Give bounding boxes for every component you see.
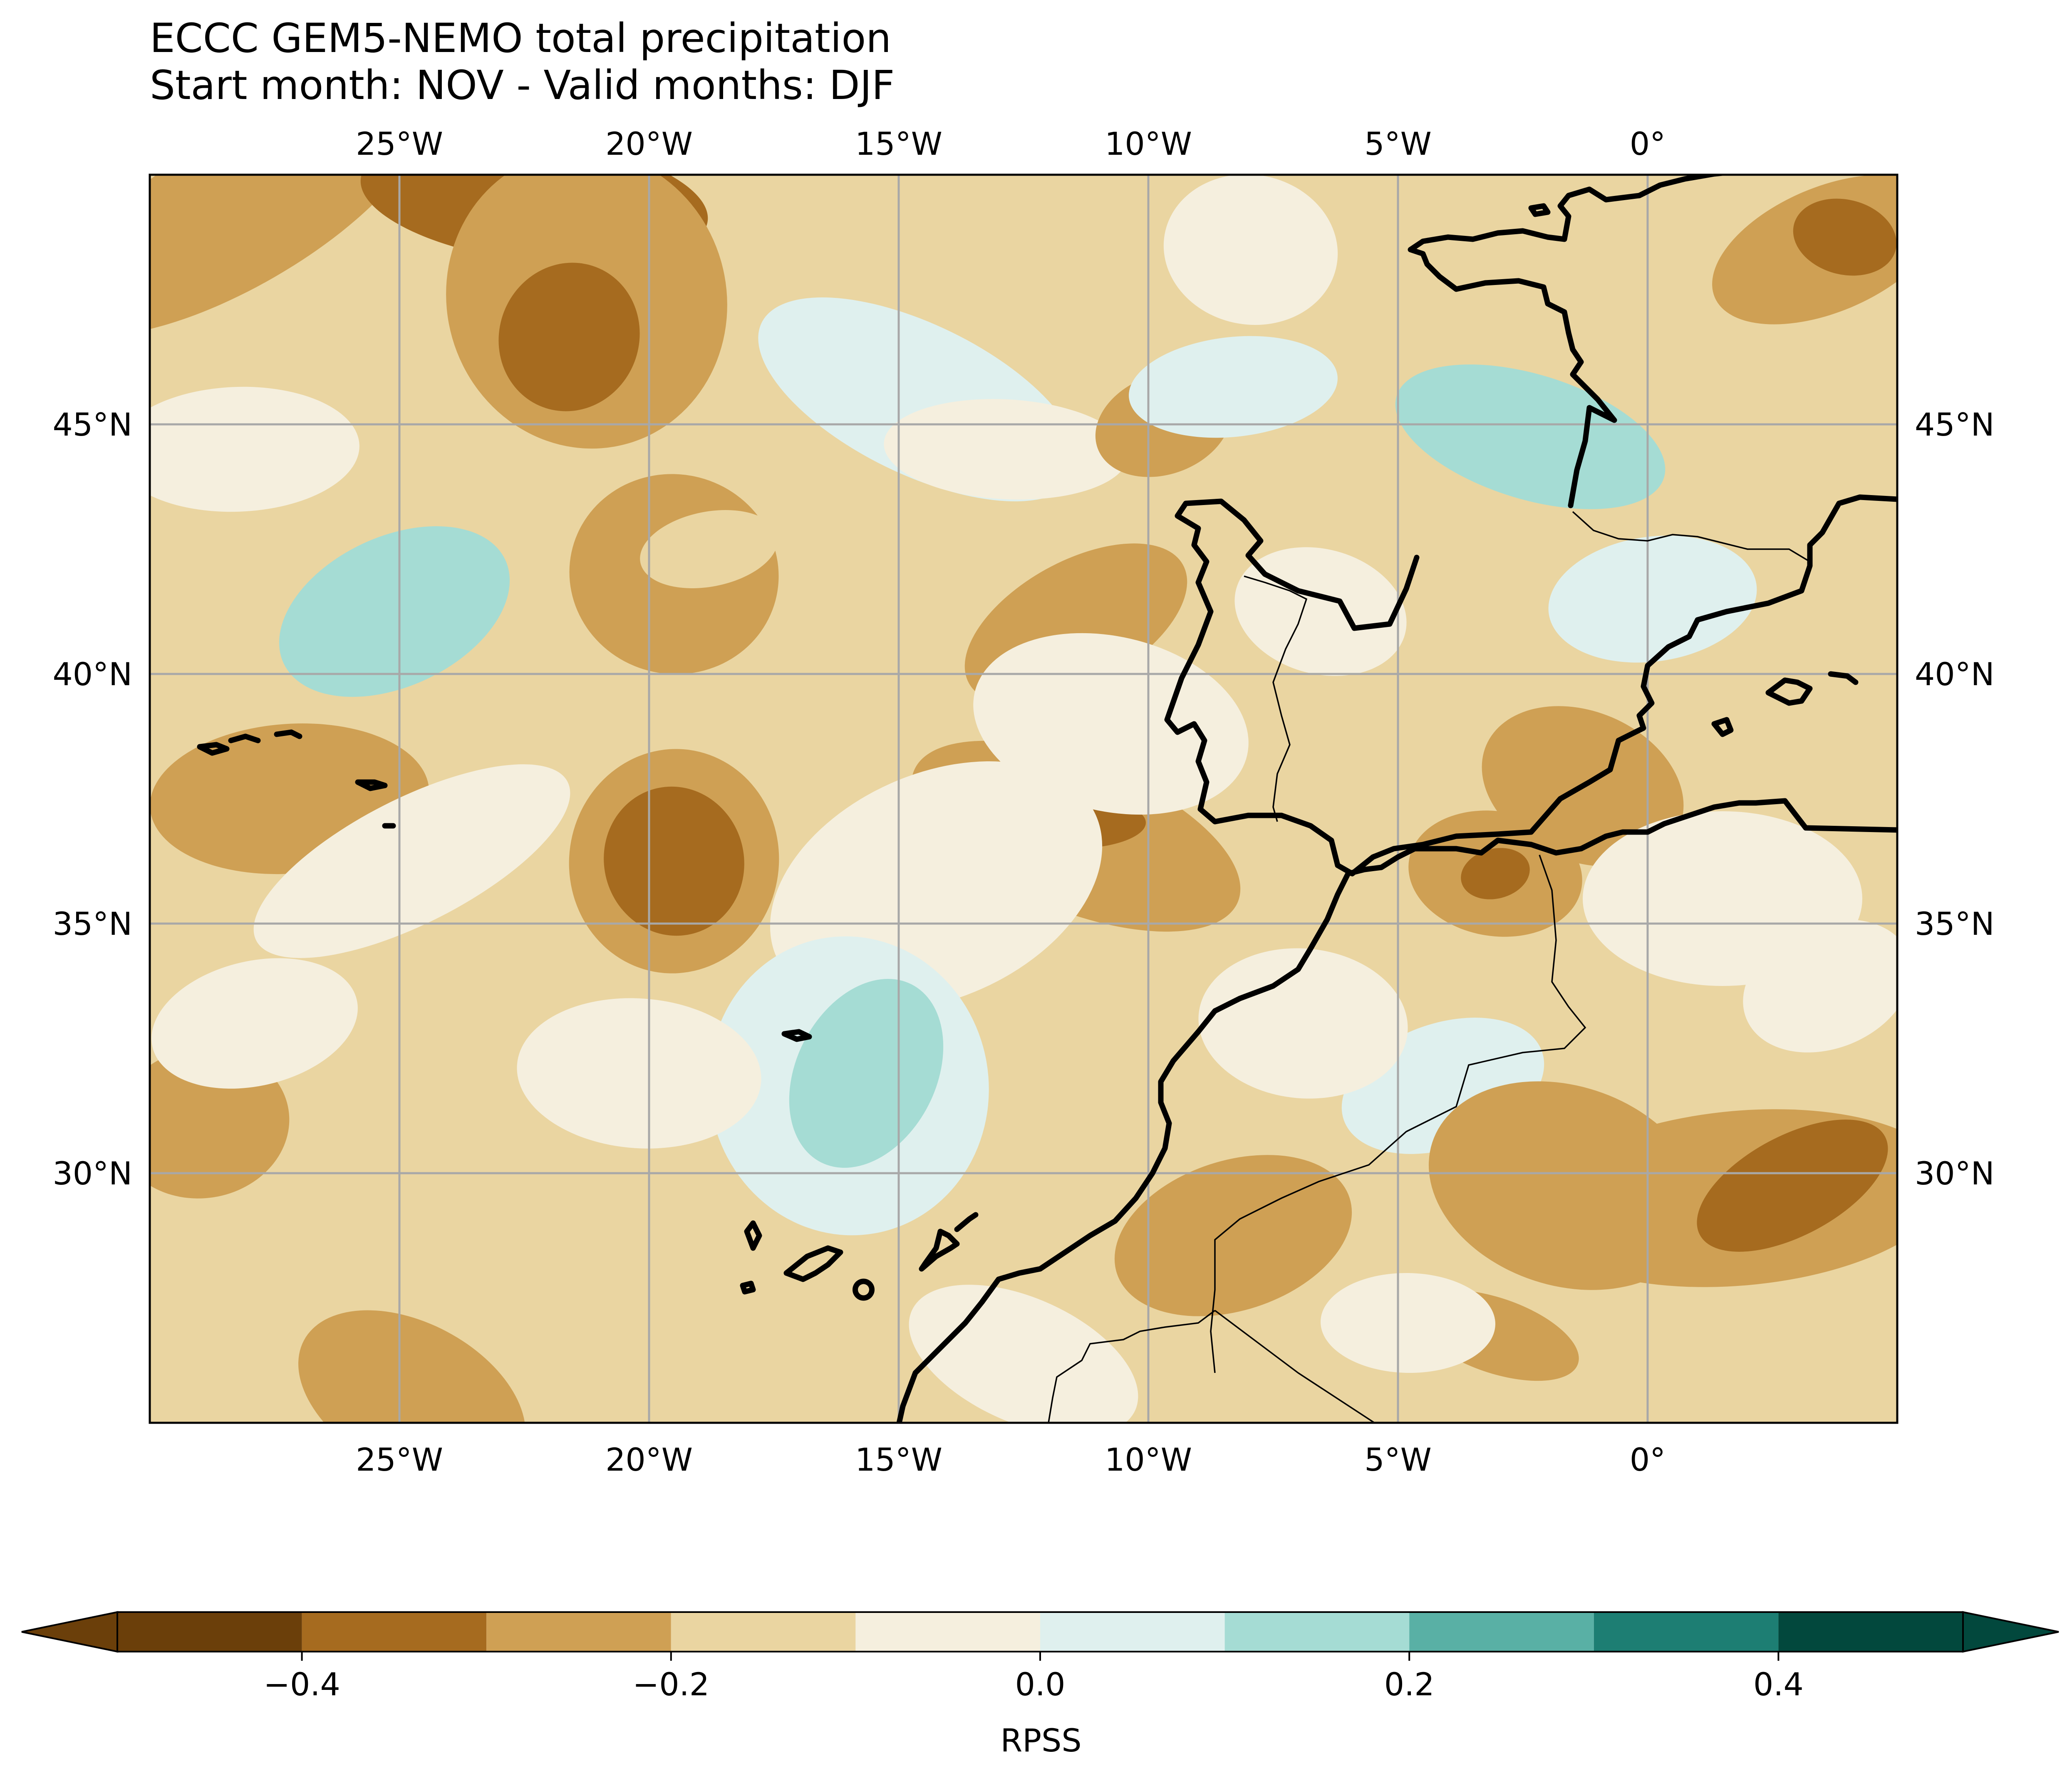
colorbar-swatch <box>302 1612 487 1652</box>
field-patch <box>1793 198 1897 276</box>
rpss-field <box>150 175 1897 1423</box>
coast-iberia <box>1164 494 1897 877</box>
border-spain-portugal <box>1244 575 1308 822</box>
field-patch <box>789 978 944 1168</box>
field-patch <box>1743 919 1897 1053</box>
lat-tick-label: 30°N <box>1915 1155 1995 1192</box>
lat-tick-label: 40°N <box>52 656 132 693</box>
title-line-2: Start month: NOV - Valid months: DJF <box>150 62 895 109</box>
lat-tick-label: 35°N <box>1915 905 1995 942</box>
colorbar-tick-label: 0.2 <box>1384 1666 1435 1703</box>
colorbar-tick-label: 0.0 <box>1015 1666 1066 1703</box>
coast-france <box>1408 175 1733 508</box>
field-patch <box>1697 1120 1888 1252</box>
border-western-sahara <box>1048 1310 1216 1423</box>
colorbar-swatch <box>486 1612 671 1652</box>
channel-islands <box>1528 203 1551 217</box>
colorbar-swatch <box>1594 1612 1779 1652</box>
field-patch <box>1321 1273 1495 1373</box>
field-patch <box>253 764 570 958</box>
field-patch <box>1129 336 1338 438</box>
border-spain-france <box>1572 511 1810 562</box>
field-patch <box>150 175 423 336</box>
island-gomera-hierro <box>740 1281 756 1295</box>
country-borders <box>1048 511 1810 1423</box>
axis-labels: 25°W 25°W 20°W 20°W 15°W 15°W 10°W 10°W 5°W 5°W 0°… <box>52 125 1994 1478</box>
border-algeria-mauritania <box>1214 1310 1376 1423</box>
field-patch <box>279 526 510 697</box>
lon-tick-label: 15°W <box>855 1441 942 1478</box>
colorbar-ticks: −0.4 −0.2 0.0 0.2 0.4 <box>263 1652 1804 1703</box>
island-madeira <box>781 1029 812 1042</box>
field-patch <box>640 510 778 588</box>
lon-tick-label: 15°W <box>855 125 942 162</box>
lon-tick-label: 25°W <box>356 1441 443 1478</box>
island-gran-canaria <box>853 1278 875 1301</box>
lon-tick-label: 20°W <box>605 125 693 162</box>
island-tenerife <box>783 1245 843 1282</box>
field-patch <box>298 1310 525 1423</box>
lon-tick-label: 25°W <box>356 125 443 162</box>
field-patch <box>604 786 744 936</box>
colorbar-swatch <box>855 1612 1040 1652</box>
graticule <box>150 175 1897 1423</box>
island-lanzarote <box>954 1212 979 1232</box>
lat-tick-label: 40°N <box>1915 656 1995 693</box>
colorbar-swatch <box>1040 1612 1225 1652</box>
colorbar-extend-min <box>21 1611 118 1653</box>
lat-tick-label: 45°N <box>1915 406 1995 443</box>
field-patch <box>1198 948 1408 1099</box>
colorbar-swatch <box>117 1612 302 1652</box>
title-line-1: ECCC GEM5-NEMO total precipitation <box>150 15 891 62</box>
colorbar-tick-label: −0.2 <box>633 1666 710 1703</box>
lat-tick-label: 35°N <box>52 905 132 942</box>
lon-tick-label: 20°W <box>605 1441 693 1478</box>
lon-tick-label: 5°W <box>1364 1441 1432 1478</box>
colorbar-swatch <box>671 1612 856 1652</box>
colorbar-swatches <box>21 1611 2059 1653</box>
lon-tick-label: 10°W <box>1105 125 1192 162</box>
island-ibiza <box>1711 717 1734 737</box>
field-patch <box>150 386 359 512</box>
colorbar-label: RPSS <box>1000 1722 1081 1759</box>
island-mallorca <box>1765 671 1859 706</box>
lon-tick-label: 0° <box>1630 125 1666 162</box>
lat-tick-label: 45°N <box>52 406 132 443</box>
colorbar-swatch <box>1409 1612 1594 1652</box>
lon-tick-label: 10°W <box>1105 1441 1192 1478</box>
map-frame <box>149 173 1899 1424</box>
colorbar-tick-label: −0.4 <box>263 1666 340 1703</box>
colorbar-swatch <box>1224 1612 1410 1652</box>
field-patch <box>517 998 761 1149</box>
field-patch <box>1548 535 1757 663</box>
colorbar-swatch <box>1778 1612 1963 1652</box>
islands-azores <box>197 729 396 829</box>
border-morocco-algeria <box>1210 855 1586 1373</box>
coastlines <box>197 175 1897 1423</box>
field-patch <box>498 263 640 411</box>
field-patch <box>1461 848 1530 899</box>
colorbar-tick-label: 0.4 <box>1753 1666 1804 1703</box>
island-fuerteventura <box>919 1229 960 1272</box>
lon-tick-label: 0° <box>1630 1441 1666 1478</box>
lat-tick-label: 30°N <box>52 1155 132 1192</box>
island-la-palma <box>744 1220 762 1251</box>
field-patch <box>1114 1155 1352 1316</box>
coast-africa <box>896 798 1897 1423</box>
colorbar: −0.4 −0.2 0.0 0.2 0.4 RPSS <box>21 1611 2059 1759</box>
field-patch <box>1163 175 1338 325</box>
map-panel: 25°W 25°W 20°W 20°W 15°W 15°W 10°W 10°W 5°W 5°W 0°… <box>52 125 1994 1478</box>
field-patch <box>151 958 358 1089</box>
colorbar-extend-max <box>1962 1611 2059 1653</box>
lon-tick-label: 5°W <box>1364 125 1432 162</box>
